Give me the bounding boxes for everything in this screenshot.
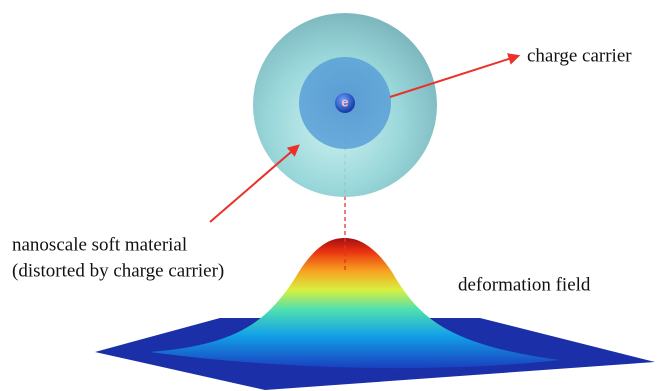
material-label-2: (distorted by charge carrier) (12, 260, 224, 281)
arrow-material (210, 146, 298, 222)
deformation-label: deformation field (458, 274, 591, 295)
electron-label: e (341, 94, 348, 109)
surface-peak (150, 238, 560, 368)
diagram: e charge carrier nanoscale soft material… (0, 0, 671, 391)
material-label: nanoscale soft material (12, 234, 187, 255)
charge-carrier-label: charge carrier (527, 45, 632, 66)
